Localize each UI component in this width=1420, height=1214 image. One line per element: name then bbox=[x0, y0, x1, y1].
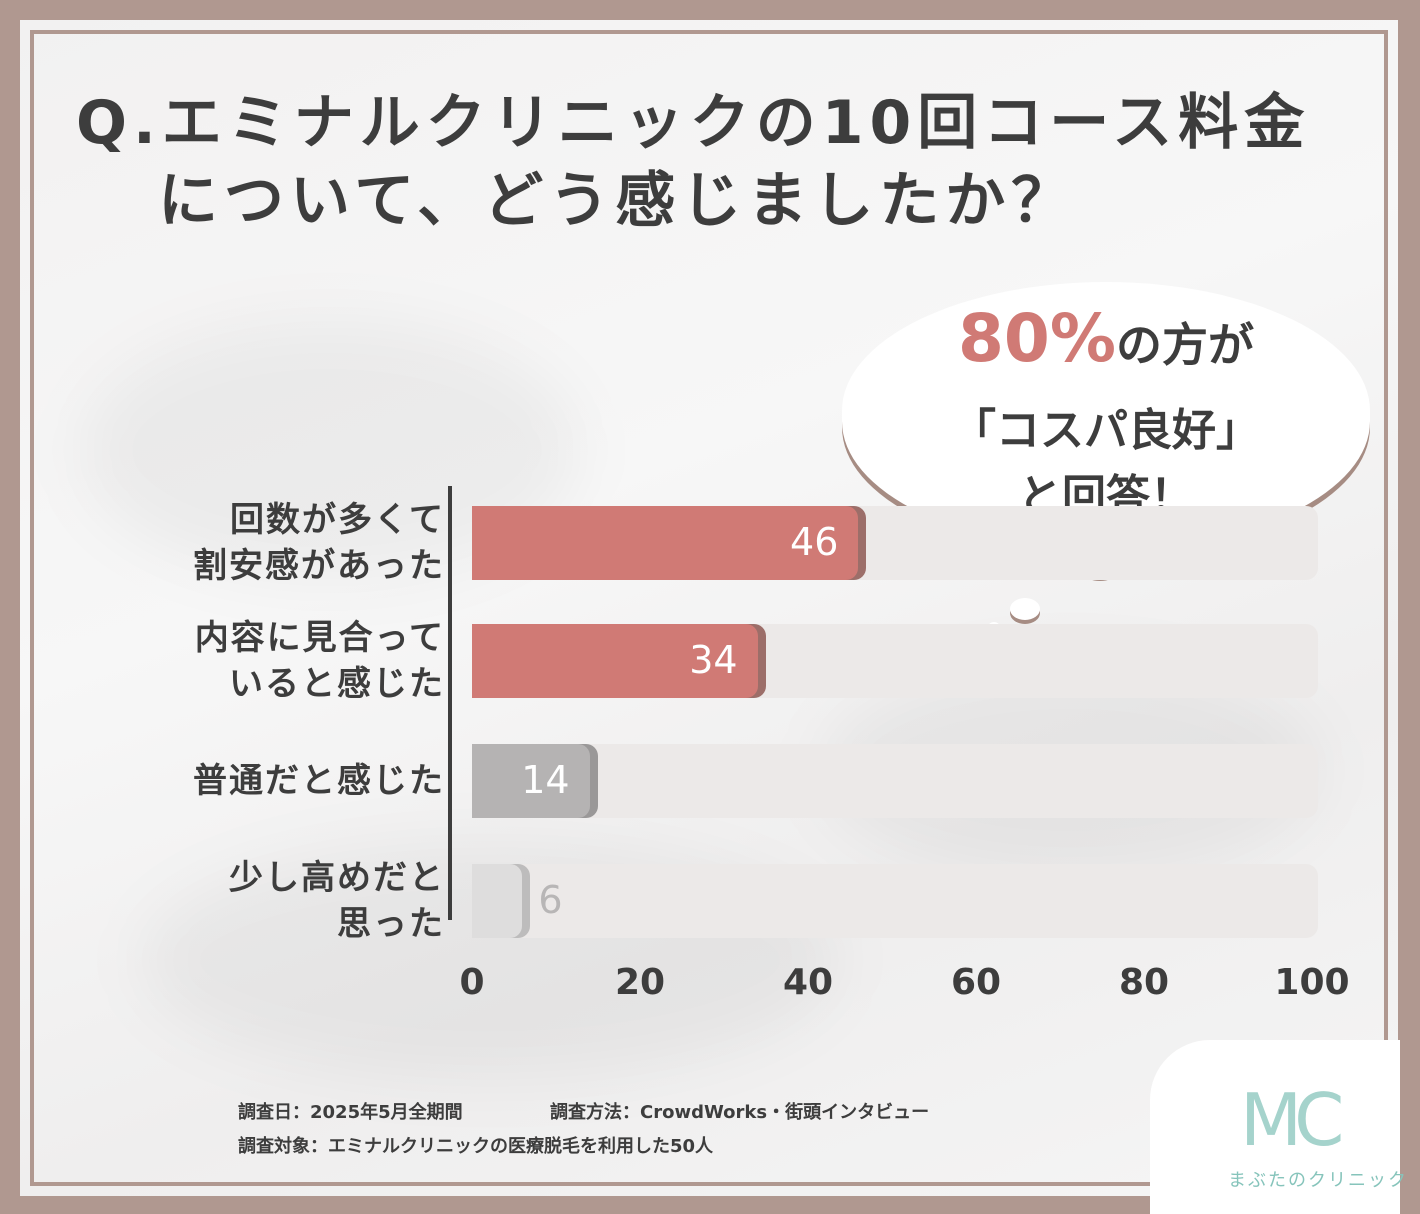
callout-line2: 「コスパ良好」 bbox=[952, 405, 1260, 456]
category-label-line: 思った bbox=[337, 904, 445, 944]
callout-line1: 80%の方が bbox=[842, 300, 1370, 377]
category-label: 内容に見合っていると感じた bbox=[195, 615, 445, 707]
logo-mark: MC bbox=[1240, 1078, 1344, 1162]
callout-line1-rest: の方が bbox=[1115, 318, 1254, 372]
x-tick-label: 100 bbox=[1274, 962, 1350, 1003]
footer-target: 調査対象：エミナルクリニックの医療脱毛を利用した50人 bbox=[238, 1136, 714, 1157]
category-label: 回数が多くて割安感があった bbox=[193, 497, 445, 589]
bubble-dot bbox=[1010, 598, 1040, 620]
bar-track bbox=[472, 744, 1318, 818]
bar-1 bbox=[472, 624, 758, 698]
category-label-line: 内容に見合って bbox=[194, 618, 445, 658]
bar-track bbox=[472, 864, 1318, 938]
bar-0 bbox=[472, 506, 859, 580]
footer-method: 調査方法：CrowdWorks・街頭インタビュー bbox=[550, 1102, 930, 1123]
x-tick-label: 60 bbox=[950, 962, 1002, 1003]
chart-title-line2: について、どう感じましたか？ bbox=[158, 166, 1078, 236]
inner-frame bbox=[30, 30, 1388, 1186]
x-tick-label: 80 bbox=[1118, 962, 1170, 1003]
bar-3 bbox=[472, 864, 523, 938]
category-label: 普通だと感じた bbox=[193, 758, 445, 804]
logo-background bbox=[1150, 1040, 1400, 1214]
chart-title-line1: Q.エミナルクリニックの10回コース料金 bbox=[76, 88, 1311, 158]
callout-percent: 80% bbox=[958, 300, 1116, 377]
category-label-line: いると感じた bbox=[229, 664, 445, 704]
footer-date: 調査日：2025年5月全期間 bbox=[238, 1102, 463, 1123]
bar-value-label: 6 bbox=[538, 878, 563, 922]
bar-value-label: 46 bbox=[790, 520, 839, 564]
category-label-line: 割安感があった bbox=[193, 546, 445, 586]
category-label-line: 普通だと感じた bbox=[193, 761, 445, 801]
bar-value-label: 34 bbox=[689, 638, 738, 682]
x-tick-label: 40 bbox=[782, 962, 834, 1003]
category-label: 少し高めだと思った bbox=[229, 855, 445, 947]
category-label-line: 少し高めだと bbox=[229, 858, 445, 898]
y-axis-line bbox=[448, 486, 452, 920]
x-tick-label: 0 bbox=[459, 962, 485, 1003]
category-label-line: 回数が多くて bbox=[230, 500, 445, 540]
bar-2 bbox=[472, 744, 590, 818]
bar-value-label: 14 bbox=[521, 758, 570, 802]
logo-name: まぶたのクリニック bbox=[1228, 1170, 1408, 1191]
x-tick-label: 20 bbox=[614, 962, 666, 1003]
